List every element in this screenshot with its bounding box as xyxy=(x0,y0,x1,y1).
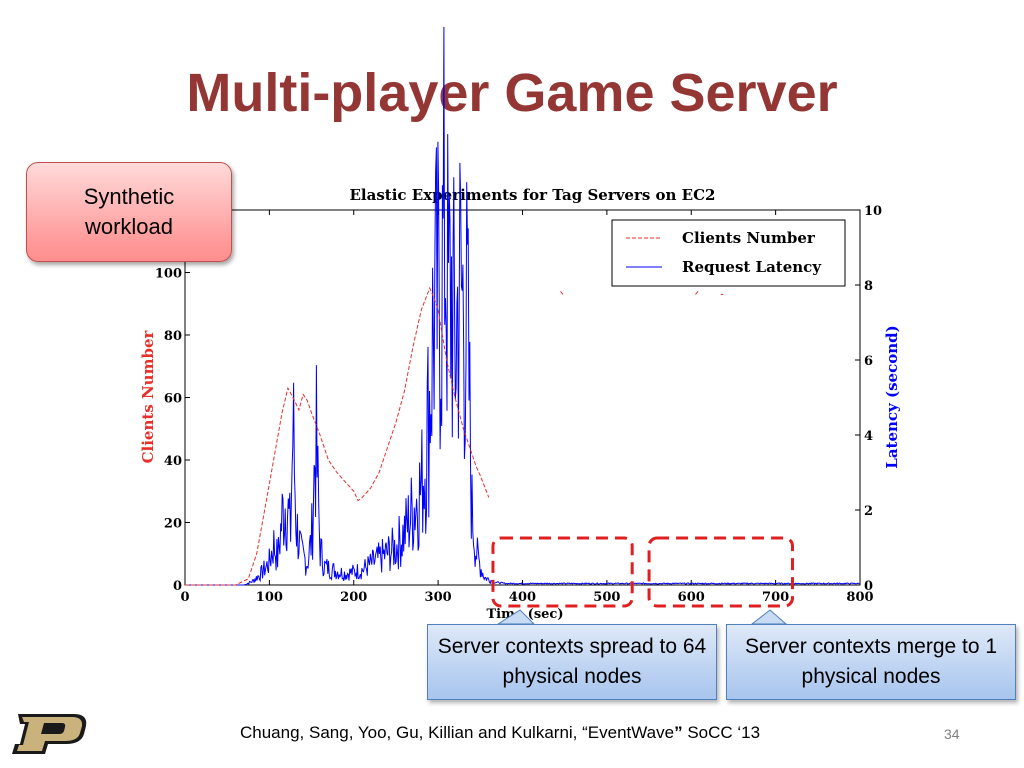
highlight-region-1 xyxy=(491,536,634,608)
y-right-tick-label: 10 xyxy=(864,204,882,219)
x-tick-label: 300 xyxy=(425,590,452,605)
clients-series-segment xyxy=(695,290,699,295)
y-left-tick-label: 60 xyxy=(164,392,182,407)
merge-callout-label: Server contexts merge to 1 physical node… xyxy=(744,635,998,688)
synthetic-workload-callout: Synthetic workload xyxy=(26,162,232,262)
y-left-tick-label: 0 xyxy=(173,579,182,594)
legend-label-clients: Clients Number xyxy=(682,229,816,247)
x-tick-label: 600 xyxy=(678,590,705,605)
synthetic-workload-label: Synthetic workload xyxy=(83,184,175,239)
merge-callout: Server contexts merge to 1 physical node… xyxy=(726,624,1016,700)
y-left-tick-label: 20 xyxy=(164,517,182,532)
chart-root: Elastic Experiments for Tag Servers on E… xyxy=(139,26,901,625)
purdue-p-logo-icon xyxy=(12,714,87,754)
y-right-tick-label: 4 xyxy=(864,429,873,444)
legend-box xyxy=(611,219,846,287)
spread-callout-label: Server contexts spread to 64 physical no… xyxy=(437,635,707,688)
y-right-tick-label: 8 xyxy=(864,279,873,294)
y-left-axis-label: Clients Number xyxy=(139,330,157,464)
y-left-tick-label: 100 xyxy=(155,267,182,282)
citation-quote-close: ” xyxy=(674,723,683,742)
legend-label-latency: Request Latency xyxy=(682,258,822,276)
y-left-tick-label: 40 xyxy=(164,454,182,469)
clients-series-line xyxy=(185,286,490,586)
y-right-tick-label: 2 xyxy=(864,504,873,519)
merge-callout-pointer xyxy=(750,609,788,625)
citation: Chuang, Sang, Yoo, Gu, Killian and Kulka… xyxy=(240,723,760,743)
x-tick-label: 100 xyxy=(256,590,283,605)
x-tick-label: 500 xyxy=(593,590,620,605)
x-tick-label: 200 xyxy=(340,590,367,605)
clients-series-segment xyxy=(560,290,564,295)
x-tick-label: 400 xyxy=(509,590,536,605)
y-right-axis-label: Latency (second) xyxy=(883,325,901,468)
page-number: 34 xyxy=(944,726,960,742)
x-tick-label: 0 xyxy=(180,590,189,605)
x-tick-label: 800 xyxy=(846,590,873,605)
citation-venue: SoCC ‘13 xyxy=(682,723,761,742)
chart-title: Elastic Experiments for Tag Servers on E… xyxy=(350,186,716,204)
latency-series-line xyxy=(185,26,860,586)
x-tick-label: 700 xyxy=(762,590,789,605)
spread-callout: Server contexts spread to 64 physical no… xyxy=(427,624,717,700)
slide-title: Multi-player Game Server xyxy=(186,63,838,123)
citation-authors: Chuang, Sang, Yoo, Gu, Killian and Kulka… xyxy=(240,723,675,742)
y-right-tick-label: 0 xyxy=(864,579,873,594)
y-left-tick-label: 80 xyxy=(164,329,182,344)
y-right-tick-label: 6 xyxy=(864,354,873,369)
highlight-region-2 xyxy=(647,536,794,608)
